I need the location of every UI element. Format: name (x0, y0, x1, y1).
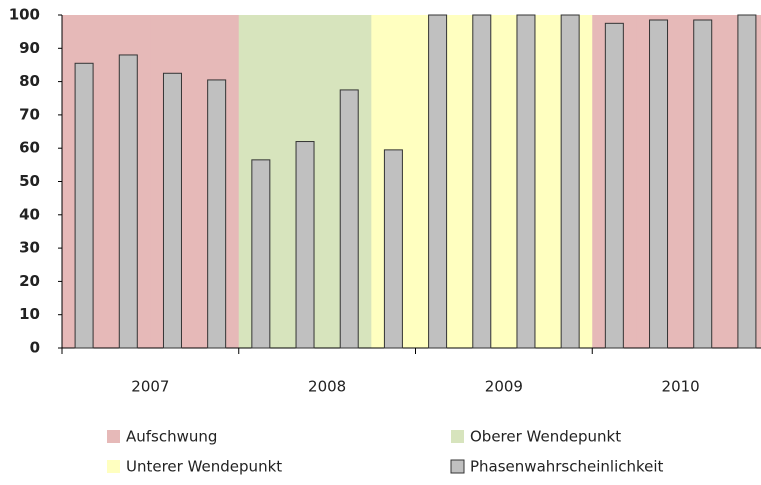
y-tick-label: 40 (19, 205, 40, 223)
bar (251, 159, 271, 349)
x-group-label: 2009 (485, 378, 523, 396)
y-tick-label: 60 (19, 139, 40, 157)
bar (207, 79, 227, 349)
legend-swatch (451, 430, 464, 443)
bar (472, 14, 492, 349)
y-tick-label: 70 (19, 105, 40, 123)
y-tick-label: 20 (19, 272, 40, 290)
bar (339, 89, 359, 349)
legend-label: Aufschwung (126, 428, 217, 446)
y-tick-label: 100 (9, 6, 40, 24)
bar (737, 14, 757, 349)
y-tick-label: 30 (19, 239, 40, 257)
legend-swatch (107, 430, 120, 443)
bar (560, 14, 580, 349)
x-group-label: 2008 (308, 378, 346, 396)
bar (649, 19, 669, 349)
bar (162, 72, 182, 349)
y-tick-label: 50 (19, 172, 40, 190)
legend-label: Unterer Wendepunkt (126, 458, 282, 476)
bar (604, 22, 624, 349)
bar (295, 141, 315, 349)
y-tick-label: 80 (19, 72, 40, 90)
y-tick-label: 0 (30, 339, 40, 357)
bar (383, 149, 403, 349)
y-tick-label: 90 (19, 39, 40, 57)
x-group-label: 2007 (131, 378, 169, 396)
y-tick-label: 10 (19, 305, 40, 323)
x-group-label: 2010 (662, 378, 700, 396)
bar (428, 14, 448, 349)
bar (74, 62, 94, 349)
legend-label: Oberer Wendepunkt (470, 428, 621, 446)
bar (118, 54, 138, 349)
bar (516, 14, 536, 349)
bar (693, 19, 713, 349)
legend-swatch (450, 459, 465, 474)
legend-label: Phasenwahrscheinlichkeit (470, 458, 664, 476)
legend-swatch (107, 460, 120, 473)
